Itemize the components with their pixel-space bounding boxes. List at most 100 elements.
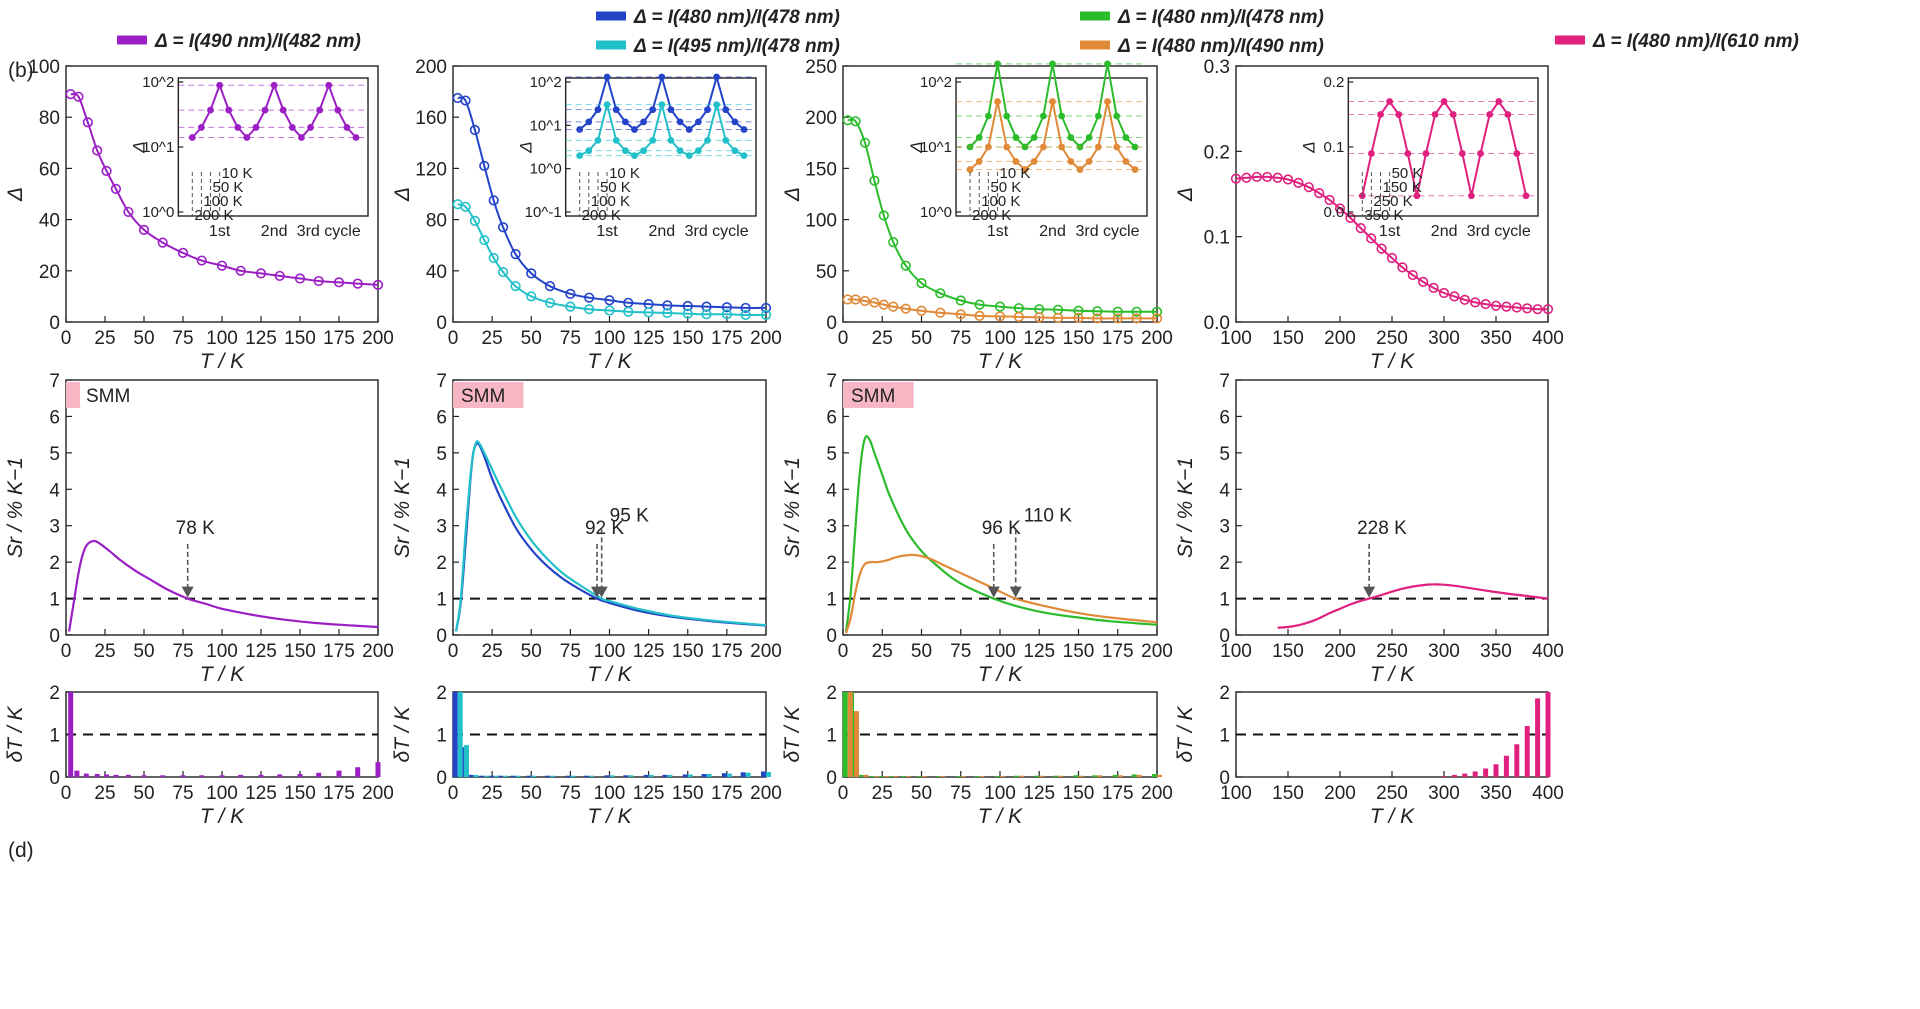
bar: [888, 776, 894, 777]
series-line: [70, 92, 379, 286]
data-point: [1407, 269, 1418, 281]
inset-data-point: [1030, 134, 1038, 141]
bar: [479, 775, 485, 777]
y-tick-label: 0.0: [1204, 313, 1230, 334]
bar: [878, 776, 884, 777]
inset-y-tick-label: 10^0: [920, 204, 952, 221]
x-tick-label: 150: [1063, 783, 1095, 804]
x-axis-label: T / K: [1370, 663, 1415, 686]
inset-data-point: [1113, 112, 1121, 120]
bar: [1152, 774, 1157, 777]
inset-data-point: [612, 106, 620, 114]
data-point: [1262, 171, 1273, 183]
series-line: [457, 203, 767, 317]
x-tick-label: 100: [594, 641, 626, 662]
data-point: [1490, 300, 1502, 311]
x-tick-label: 300: [1428, 641, 1460, 662]
x-axis-label: T / K: [978, 663, 1023, 686]
x-tick-label: 300: [1428, 328, 1460, 349]
bar: [1039, 775, 1045, 777]
x-tick-label: 400: [1532, 641, 1564, 662]
inset-data-point: [640, 118, 647, 126]
smm-region: [843, 382, 914, 408]
inset-data-point: [1468, 192, 1475, 200]
bar: [609, 775, 615, 777]
data-point: [682, 308, 693, 319]
series-line: [455, 440, 767, 632]
data-point: [1418, 276, 1429, 287]
x-tick-label: 150: [672, 783, 704, 804]
x-tick-label: 250: [1376, 641, 1408, 662]
data-point: [565, 288, 576, 299]
bar: [1493, 764, 1499, 777]
y-tick-label: 200: [805, 108, 837, 129]
data-point: [313, 275, 324, 287]
inset-data-point: [1458, 150, 1466, 157]
bar: [1013, 775, 1019, 777]
x-axis-label: T / K: [1370, 805, 1415, 828]
inset-data-point: [984, 112, 992, 120]
chart-panel-c3: 0 25 50 75 100 125 150 175 200 0 1 2 3 4 5 6 7 T / K Sr / …: [781, 371, 1173, 686]
series-line: [457, 96, 767, 309]
bar: [545, 775, 551, 777]
y-tick-label: 6: [436, 407, 447, 428]
bar: [1092, 775, 1098, 777]
legend: Δ = I(480 nm)/I(478 nm) Δ = I(480 nm)/I(4…: [1080, 7, 1324, 57]
y-tick-label: 4: [49, 480, 60, 501]
inset-data-point: [1058, 143, 1066, 151]
inset-data-point: [1131, 143, 1139, 151]
series-line: [68, 539, 379, 632]
bar: [488, 775, 494, 777]
bar: [468, 774, 474, 777]
inset-data-point: [603, 73, 611, 81]
bar: [1097, 775, 1103, 777]
x-tick-label: 200: [362, 328, 394, 349]
x-tick-label: 50: [521, 783, 542, 804]
y-tick-label: 0: [826, 626, 837, 647]
inset-cycle-label: 1st: [1379, 223, 1401, 240]
inset-data-point: [252, 124, 260, 131]
data-point: [565, 301, 576, 312]
data-point: [869, 175, 880, 186]
inset-data-point: [621, 147, 629, 155]
bar: [336, 770, 342, 777]
data-point: [878, 299, 889, 310]
y-axis-label: Sr / % K−1: [391, 457, 414, 558]
data-point: [544, 297, 556, 308]
x-tick-label: 175: [323, 328, 355, 349]
x-tick-label: 25: [872, 328, 893, 349]
inset-data-point: [1067, 158, 1075, 165]
inset-data-point: [1513, 150, 1521, 157]
x-tick-label: 200: [750, 641, 782, 662]
bar: [1078, 775, 1084, 777]
smm-label: SMM: [851, 386, 895, 407]
legend: Δ = I(480 nm)/I(478 nm) Δ = I(495 nm)/I(4…: [596, 7, 840, 57]
bar: [940, 776, 946, 777]
inset-data-point: [316, 106, 324, 114]
data-point: [701, 301, 712, 312]
x-tick-label: 200: [1324, 783, 1356, 804]
arrow-label: 95 K: [610, 505, 649, 526]
y-tick-label: 250: [805, 57, 837, 78]
data-point: [216, 260, 228, 271]
smm-label: SMM: [86, 386, 130, 407]
bar: [355, 767, 361, 777]
inset-data-point: [1039, 143, 1047, 151]
bar: [869, 776, 875, 777]
inset-data-point: [1477, 150, 1484, 157]
inset-cycle-label: 1st: [987, 223, 1009, 240]
inset-data-point: [1085, 158, 1093, 165]
x-tick-label: 175: [1102, 328, 1134, 349]
x-tick-label: 100: [1220, 328, 1252, 349]
bar: [1117, 775, 1123, 777]
panel-d-label: (d): [8, 839, 34, 862]
data-point: [526, 291, 537, 302]
inset-data-point: [1049, 98, 1056, 105]
data-point: [1151, 313, 1163, 324]
inset-data-point: [198, 124, 205, 131]
x-tick-label: 0: [448, 783, 459, 804]
bar: [515, 775, 521, 777]
inset-data-point: [694, 147, 702, 155]
data-point: [1542, 304, 1554, 315]
data-point: [544, 281, 556, 292]
